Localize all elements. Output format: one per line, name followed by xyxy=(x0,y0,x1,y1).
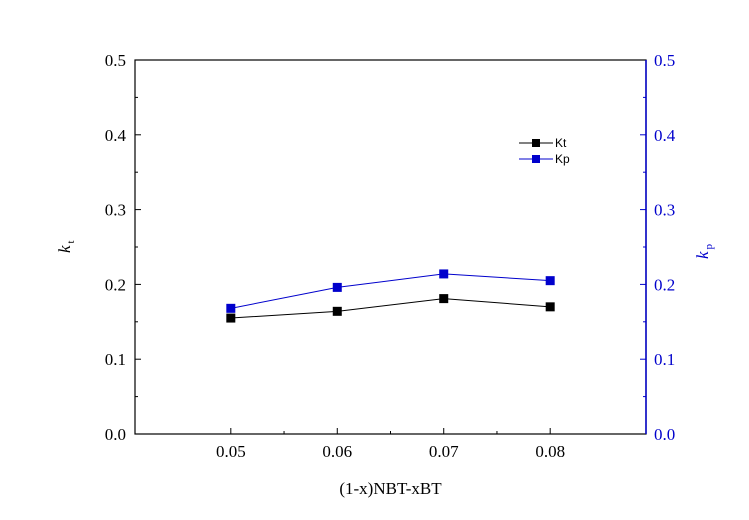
data-point-kp xyxy=(226,303,236,313)
y-tick-label-right: 0.2 xyxy=(654,275,675,294)
legend-marker-kt xyxy=(532,139,540,147)
y-tick-label-right: 0.5 xyxy=(654,51,675,70)
y-tick-label-left: 0.0 xyxy=(105,425,126,444)
series-points xyxy=(226,269,555,323)
data-point-kp xyxy=(332,282,342,292)
y-tick-label-left: 0.1 xyxy=(105,350,126,369)
y-axis-title-left-base: k xyxy=(55,245,74,253)
y-tick-label-left: 0.2 xyxy=(105,275,126,294)
data-point-kp xyxy=(545,276,555,286)
y-axis-title-left-sub: t xyxy=(65,240,77,243)
y-axis-title-right-sub: p xyxy=(703,243,715,249)
series-lines xyxy=(230,273,551,319)
legend: Kt Kp xyxy=(519,136,570,166)
y-tick-label-right: 0.3 xyxy=(654,201,675,220)
x-tick-label: 0.06 xyxy=(322,442,352,461)
y-axis-title-left: kt xyxy=(55,240,77,253)
y-tick-label-left: 0.3 xyxy=(105,201,126,220)
legend-marker-kp xyxy=(532,155,540,163)
tick-labels: 0.05 0.06 0.07 0.08 0.0 0.0 0.1 0.1 0.2 0.2 0.3 0.3… xyxy=(105,51,676,461)
data-point-kp xyxy=(439,269,449,279)
y-tick-label-right: 0.4 xyxy=(654,126,676,145)
legend-label-kt: Kt xyxy=(555,136,567,150)
series-line-kp xyxy=(230,273,551,309)
series-line-kt xyxy=(230,298,551,319)
x-tick-label: 0.08 xyxy=(535,442,565,461)
y-axis-title-right: kp xyxy=(693,243,715,259)
x-tick-label: 0.07 xyxy=(429,442,459,461)
y-tick-label-right: 0.0 xyxy=(654,425,675,444)
plot-frame xyxy=(134,59,647,435)
x-axis-title: (1-x)NBT-xBT xyxy=(339,479,442,498)
y-axis-title-right-base: k xyxy=(693,251,712,259)
data-point-kt xyxy=(439,294,449,304)
y-tick-label-left: 0.5 xyxy=(105,51,126,70)
data-point-kt xyxy=(332,306,342,316)
y-tick-label-left: 0.4 xyxy=(105,126,127,145)
data-point-kt xyxy=(226,313,236,323)
legend-label-kp: Kp xyxy=(555,152,570,166)
y-tick-label-right: 0.1 xyxy=(654,350,675,369)
x-tick-label: 0.05 xyxy=(216,442,246,461)
axis-ticks xyxy=(135,59,646,435)
data-point-kt xyxy=(545,302,555,312)
